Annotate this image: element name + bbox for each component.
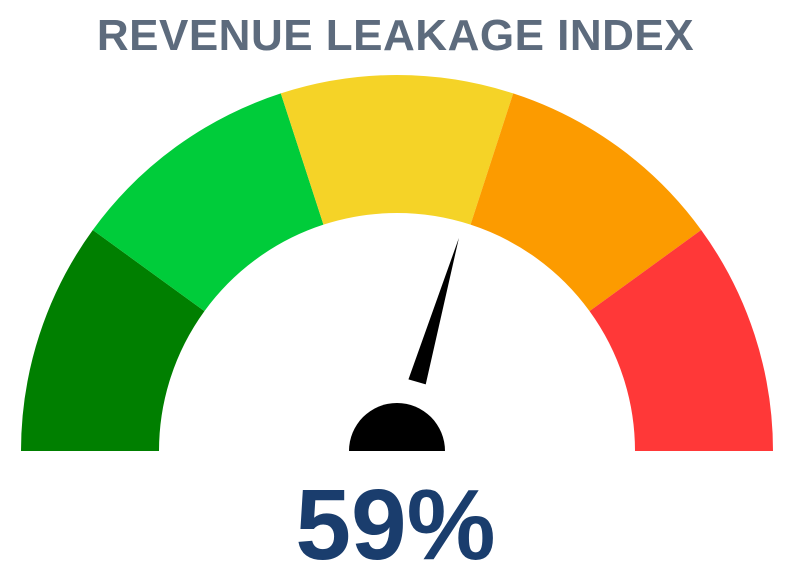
chart-title: REVENUE LEAKAGE INDEX bbox=[96, 11, 695, 60]
gauge-band-2 bbox=[92, 93, 324, 312]
gauge-band-3 bbox=[280, 75, 514, 225]
gauge-needle bbox=[408, 237, 459, 385]
gauge-band-4 bbox=[470, 93, 702, 312]
gauge-band-5 bbox=[589, 229, 773, 451]
gauge-needle-group bbox=[349, 237, 459, 451]
gauge-band-1 bbox=[21, 229, 205, 451]
gauge-value-label: 59% bbox=[295, 469, 496, 581]
gauge-bands bbox=[21, 75, 773, 451]
gauge-hub bbox=[349, 403, 445, 451]
